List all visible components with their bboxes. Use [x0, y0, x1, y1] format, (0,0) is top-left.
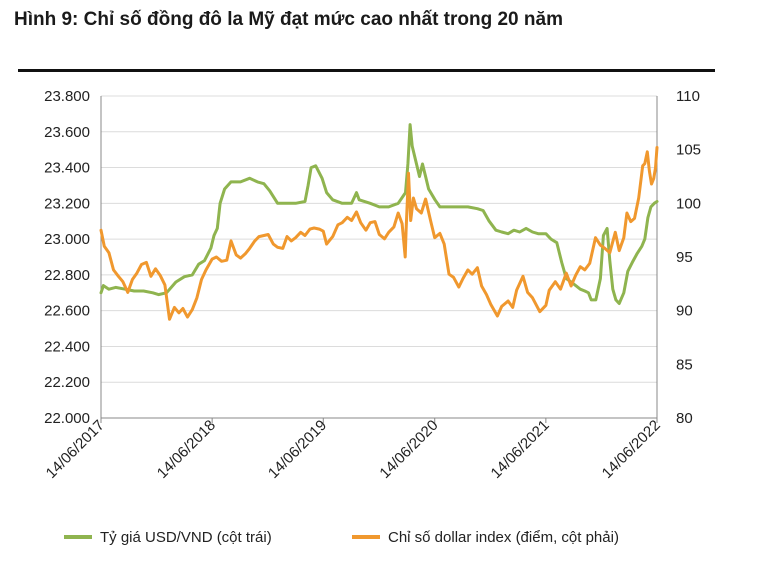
- axes: [100, 96, 658, 423]
- legend-label-usd-vnd: Tỷ giá USD/VND (cột trái): [100, 528, 272, 546]
- right-axis-tick-label: 85: [676, 356, 693, 373]
- left-axis-tick-labels: 22.000 22.200 22.400 22.600 22.800 23.000 23.2…: [44, 88, 90, 427]
- left-axis-tick-label: 22.000: [44, 410, 90, 427]
- legend-item-usd-vnd: Tỷ giá USD/VND (cột trái): [64, 526, 272, 548]
- chart-title: Hình 9: Chỉ số đồng đô la Mỹ đạt mức cao…: [14, 9, 563, 30]
- series-line-usd-vnd: [99, 123, 659, 305]
- x-axis-tick-label: 14/06/2018: [154, 417, 219, 482]
- left-axis-tick-label: 23.800: [44, 88, 90, 105]
- legend-label-dollar-index: Chỉ số dollar index (điểm, cột phải): [388, 528, 619, 546]
- left-axis-tick-label: 23.000: [44, 231, 90, 248]
- left-axis-tick-label: 23.600: [44, 124, 90, 141]
- x-axis-tick-label: 14/06/2019: [265, 417, 330, 482]
- legend-item-dollar-index: Chỉ số dollar index (điểm, cột phải): [352, 526, 619, 548]
- right-axis-tick-label: 110: [676, 88, 700, 105]
- left-axis-tick-label: 22.400: [44, 338, 90, 355]
- x-axis-tick-label: 14/06/2020: [376, 417, 441, 482]
- legend-swatch-usd-vnd: [64, 535, 92, 539]
- left-axis-tick-label: 22.200: [44, 374, 90, 391]
- series-line-dollar-index: [99, 146, 659, 321]
- right-axis-tick-label: 105: [676, 142, 701, 159]
- x-axis-tick-labels: 14/06/2017 14/06/2018 14/06/2019 14/06/2020…: [43, 417, 664, 482]
- right-axis-tick-labels: 80 85 90 95 100 105 110: [676, 88, 701, 427]
- right-axis-tick-label: 90: [676, 303, 693, 320]
- x-axis-tick-label: 14/06/2022: [599, 417, 664, 482]
- left-axis-tick-label: 23.200: [44, 195, 90, 212]
- gridlines: [101, 95, 657, 383]
- left-axis-tick-label: 22.800: [44, 267, 90, 284]
- series-lines: [99, 123, 659, 321]
- right-axis-tick-label: 100: [676, 195, 701, 212]
- left-axis-tick-label: 23.400: [44, 160, 90, 177]
- right-axis-tick-label: 80: [676, 410, 693, 427]
- legend-swatch-dollar-index: [352, 535, 380, 539]
- x-axis-tick-label: 14/06/2021: [488, 417, 553, 482]
- left-axis-tick-label: 22.600: [44, 303, 90, 320]
- right-axis-tick-label: 95: [676, 249, 693, 266]
- title-divider: [18, 69, 715, 72]
